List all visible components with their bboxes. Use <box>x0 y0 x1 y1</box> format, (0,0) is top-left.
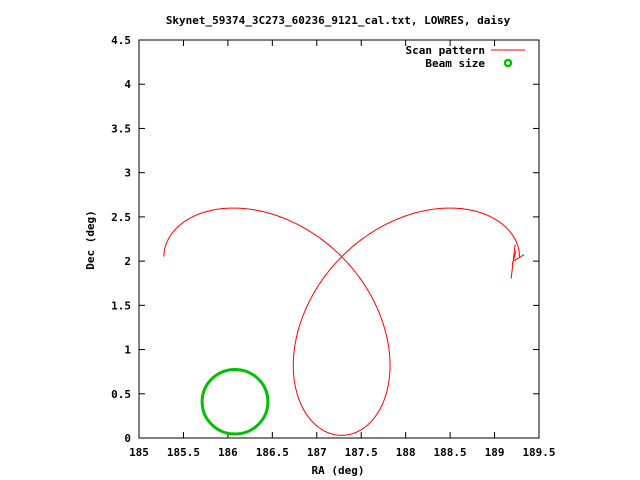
x-tick-label: 188.5 <box>434 446 467 459</box>
x-tick-label: 187.5 <box>345 446 378 459</box>
y-tick-label: 3 <box>124 167 131 180</box>
x-tick-label: 187 <box>307 446 327 459</box>
x-tick-label: 189.5 <box>522 446 555 459</box>
x-axis: 185 185.5 186 186.5 187 187.5 188 188.5 189 189.5 <box>129 40 556 459</box>
x-tick-label: 186 <box>218 446 238 459</box>
x-tick-label: 188 <box>396 446 416 459</box>
y-tick-label: 2 <box>124 255 131 268</box>
scan-endpoint-mark <box>510 244 525 279</box>
plot-frame <box>138 39 540 439</box>
x-tick-label: 189 <box>485 446 505 459</box>
x-tick-label: 186.5 <box>256 446 289 459</box>
y-axis: 0 0.5 1 1.5 2 2.5 3 3.5 4 4.5 <box>111 34 539 445</box>
beam-size-circle <box>200 367 270 436</box>
y-tick-label: 3.5 <box>111 122 131 135</box>
y-tick-label: 1 <box>124 344 131 357</box>
x-tick-label: 185.5 <box>167 446 200 459</box>
legend-label-beam-size: Beam size <box>425 57 485 70</box>
scan-pattern-line <box>163 207 520 436</box>
legend-swatch-beam-size <box>503 58 513 68</box>
y-axis-label: Dec (deg) <box>84 210 97 270</box>
y-tick-label: 1.5 <box>111 299 131 312</box>
x-tick-label: 185 <box>129 446 149 459</box>
chart-title: Skynet_59374_3C273_60236_9121_cal.txt, L… <box>166 14 511 27</box>
y-tick-label: 4.5 <box>111 34 131 47</box>
x-axis-label: RA (deg) <box>312 464 365 477</box>
y-tick-label: 4 <box>124 78 131 91</box>
y-tick-label: 2.5 <box>111 211 131 224</box>
legend-label-scan-pattern: Scan pattern <box>406 44 485 57</box>
y-tick-label: 0 <box>124 432 131 445</box>
y-tick-label: 0.5 <box>111 388 131 401</box>
series-layer <box>163 207 525 436</box>
